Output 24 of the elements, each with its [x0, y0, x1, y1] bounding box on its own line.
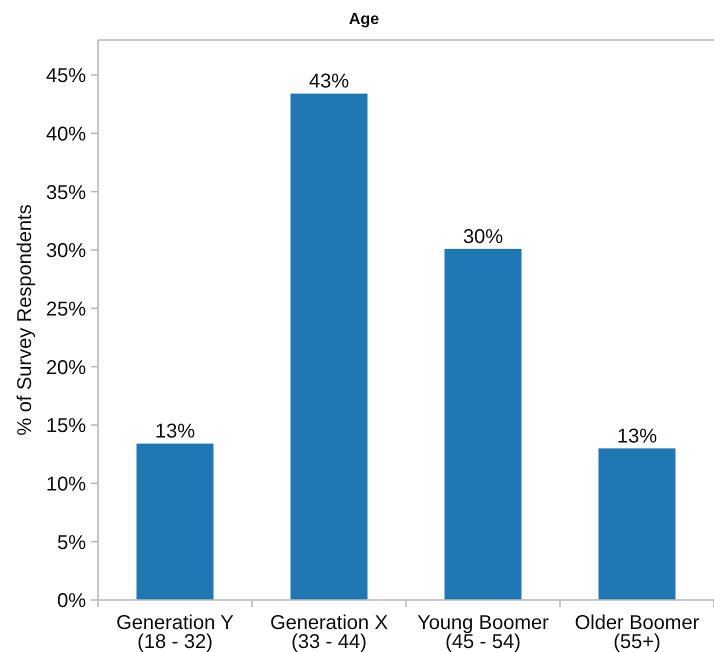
x-tick-label: Generation Y (18 - 32)	[116, 612, 234, 652]
y-tick-label: 0%	[57, 590, 86, 612]
y-tick-label: 40%	[46, 123, 86, 146]
bar	[136, 444, 214, 600]
y-tick-label: 35%	[46, 182, 86, 204]
y-tick-label: 5%	[57, 532, 86, 554]
data-label: 13%	[154, 420, 196, 443]
y-tick-label: 25%	[46, 298, 86, 320]
x-tick-label: Generation X (33 - 44)	[270, 612, 388, 652]
y-tick-label: 45%	[46, 65, 86, 88]
data-label: 13%	[616, 425, 658, 448]
bar	[598, 448, 676, 600]
data-label: 30%	[462, 226, 504, 248]
y-tick-label: 15%	[46, 415, 86, 438]
chart-title: Age	[348, 10, 380, 30]
y-axis-title: % of Survey Respondents	[14, 204, 36, 436]
x-tick-label: Young Boomer (45 - 54)	[417, 612, 550, 652]
x-tick-label: Older Boomer (55+)	[574, 612, 700, 652]
bar	[290, 94, 368, 600]
y-tick-label: 20%	[46, 356, 86, 379]
y-tick-label: 30%	[46, 240, 86, 262]
data-label: 43%	[308, 70, 350, 93]
bar	[444, 248, 522, 600]
y-tick-label: 10%	[46, 473, 86, 496]
